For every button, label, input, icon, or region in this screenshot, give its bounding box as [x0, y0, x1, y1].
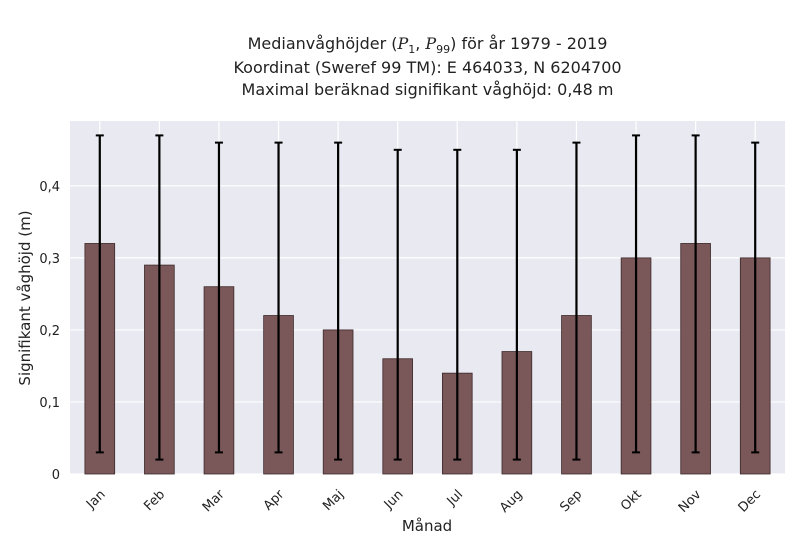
x-tick-label-sep: Sep	[557, 487, 585, 515]
x-tick-label-apr: Apr	[261, 487, 288, 514]
x-axis-label: Månad	[402, 517, 452, 535]
y-tick-labels: 0 0,1 0,2 0,3 0,4	[39, 180, 60, 483]
x-tick-label-maj: Maj	[320, 487, 347, 514]
plot-area	[70, 121, 785, 474]
y-tick-label: 0,1	[39, 396, 60, 411]
x-tick-label-jan: Jan	[83, 487, 108, 512]
x-tick-label-mar: Mar	[200, 487, 228, 515]
y-tick-label: 0,2	[39, 324, 60, 339]
y-axis-label: Signifikant våghöjd (m)	[16, 210, 34, 385]
x-tick-label-feb: Feb	[141, 487, 168, 514]
y-tick-label: 0,4	[39, 180, 60, 195]
chart-title-line2: Koordinat (Sweref 99 TM): E 464033, N 62…	[233, 58, 622, 77]
x-tick-label-jul: Jul	[444, 487, 466, 509]
chart-title-line3: Maximal beräknad signifikant våghöjd: 0,…	[241, 80, 614, 99]
x-tick-label-okt: Okt	[618, 487, 645, 514]
x-tick-label-nov: Nov	[676, 487, 705, 516]
y-tick-label: 0,3	[39, 252, 60, 267]
y-tick-label: 0	[52, 468, 60, 483]
x-tick-labels: Jan Feb Mar Apr Maj Jun Jul Aug Sep Okt Nov Dec	[83, 487, 764, 516]
chart-title-line1: Medianvåghöjder (P1, P99) för år 1979 - …	[247, 34, 608, 57]
x-tick-label-jun: Jun	[381, 487, 407, 513]
error-bars	[95, 134, 760, 461]
x-tick-label-dec: Dec	[736, 487, 764, 515]
x-tick-label-aug: Aug	[497, 487, 526, 516]
